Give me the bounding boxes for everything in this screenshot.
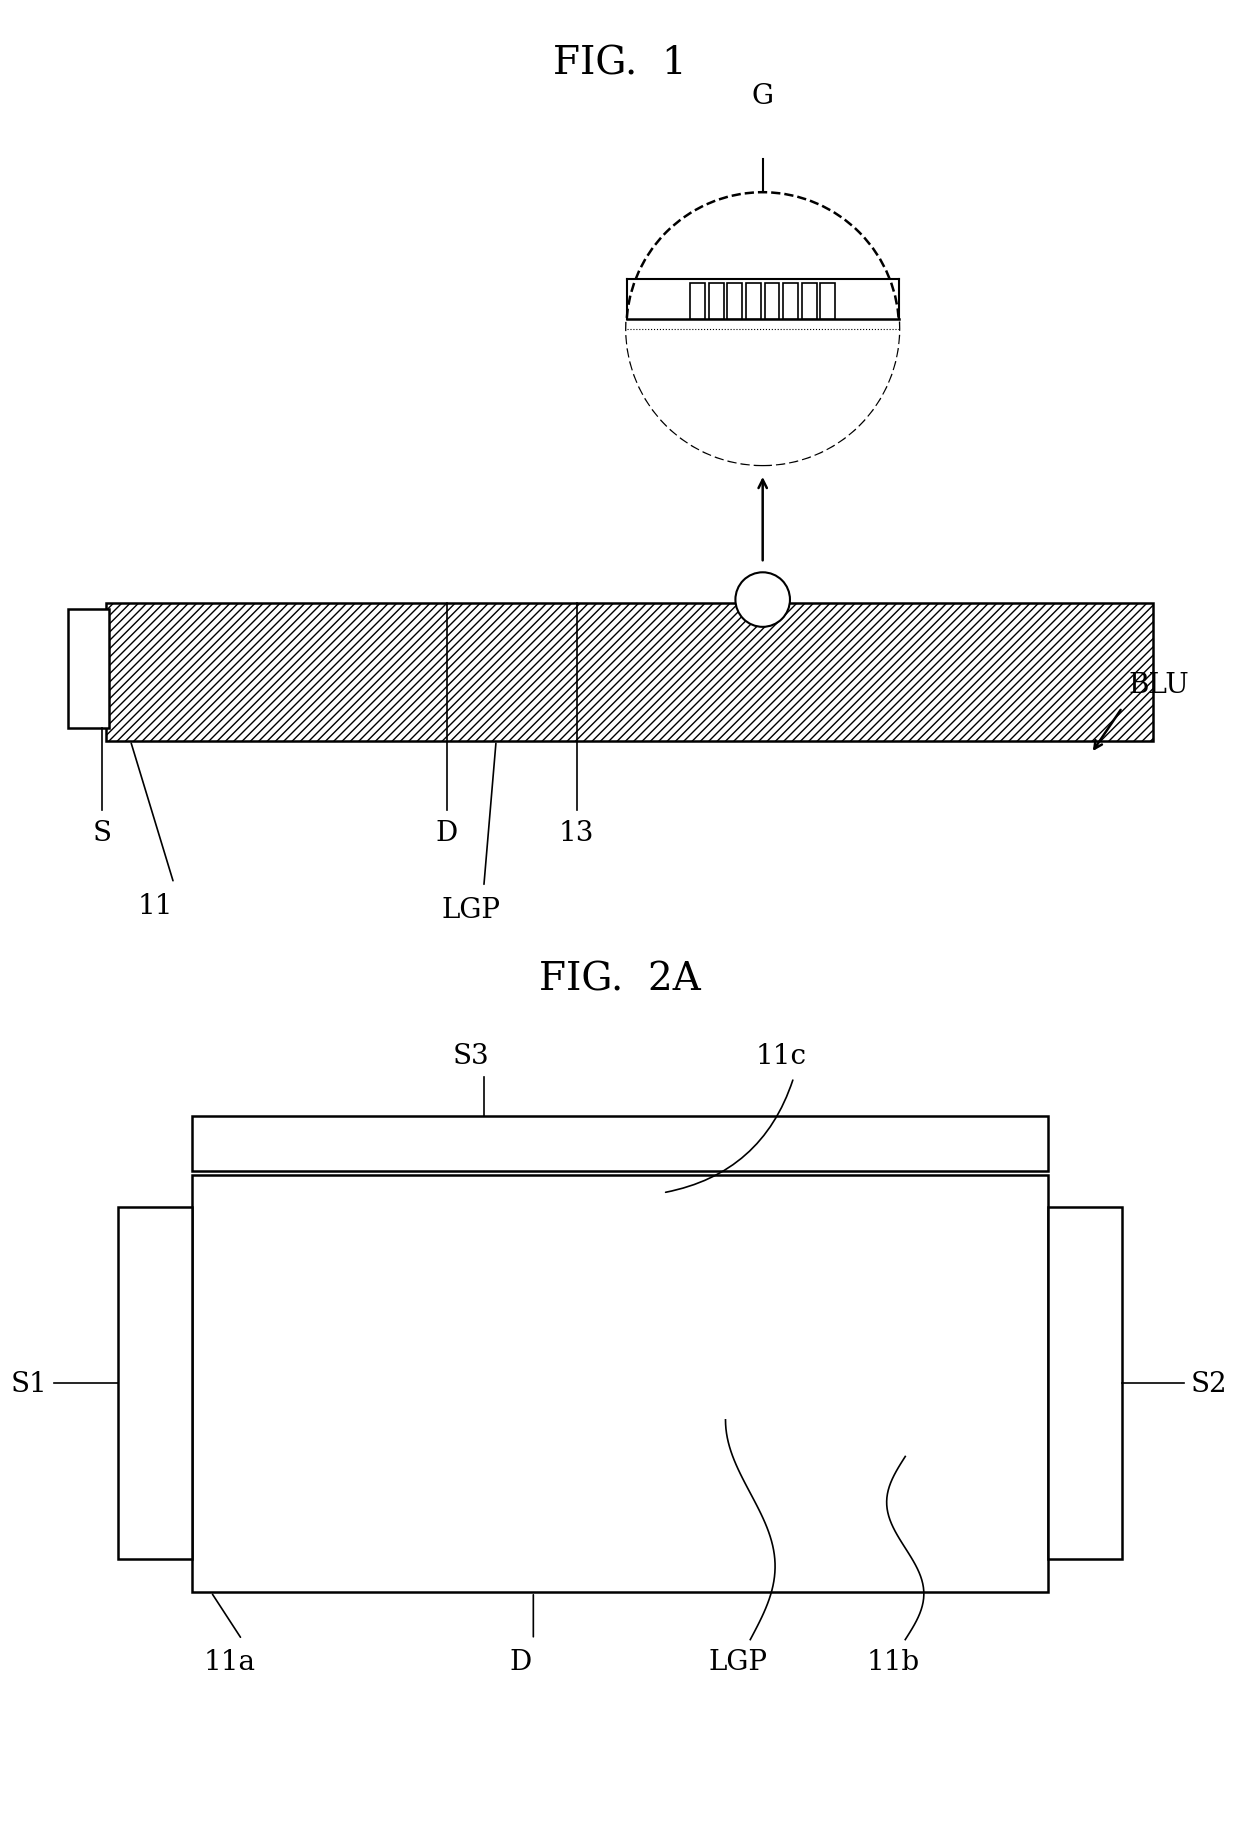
- Polygon shape: [626, 320, 899, 465]
- Text: D: D: [510, 1649, 532, 1674]
- Text: G: G: [751, 82, 774, 110]
- Text: S3: S3: [453, 1043, 490, 1069]
- Text: 11: 11: [138, 893, 172, 919]
- Bar: [105, 604, 1153, 741]
- Bar: [746, 284, 761, 320]
- Bar: [68, 609, 109, 728]
- Ellipse shape: [735, 573, 790, 628]
- Text: FIG.  1: FIG. 1: [553, 46, 687, 82]
- Text: 11a: 11a: [203, 1649, 255, 1674]
- Ellipse shape: [626, 194, 899, 465]
- Bar: [709, 284, 724, 320]
- Bar: [192, 1175, 1048, 1592]
- Text: LGP: LGP: [441, 897, 501, 922]
- Text: S1: S1: [11, 1371, 47, 1396]
- Bar: [192, 1116, 1048, 1171]
- Text: S2: S2: [1190, 1371, 1228, 1396]
- Text: 11b: 11b: [867, 1649, 919, 1674]
- Text: 11c: 11c: [756, 1043, 807, 1069]
- Text: 13: 13: [559, 820, 594, 845]
- Text: D: D: [435, 820, 458, 845]
- Bar: [802, 284, 817, 320]
- Bar: [1048, 1208, 1122, 1559]
- Bar: [784, 284, 799, 320]
- Text: BLU: BLU: [1128, 672, 1189, 699]
- Bar: [765, 284, 780, 320]
- Text: S: S: [93, 820, 112, 845]
- Bar: [691, 284, 706, 320]
- Bar: [821, 284, 836, 320]
- Bar: [118, 1208, 192, 1559]
- Bar: [728, 284, 743, 320]
- Text: LGP: LGP: [708, 1649, 768, 1674]
- Text: FIG.  2A: FIG. 2A: [539, 961, 701, 997]
